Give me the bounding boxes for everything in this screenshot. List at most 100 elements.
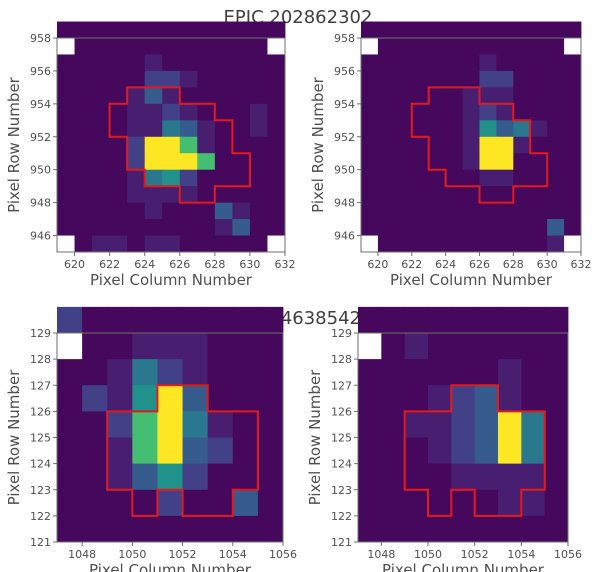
heatmap-cell bbox=[74, 54, 93, 72]
heatmap-cell bbox=[214, 169, 233, 187]
heatmap-cell bbox=[411, 202, 430, 220]
heatmap-cell bbox=[530, 235, 548, 253]
heatmap-cell bbox=[496, 21, 514, 39]
heatmap-cell bbox=[74, 186, 93, 204]
heatmap-cell bbox=[109, 235, 128, 253]
heatmap-cell bbox=[57, 120, 75, 138]
heatmap-cell bbox=[394, 54, 413, 72]
y-tick-label: 123 bbox=[30, 484, 51, 497]
heatmap-cell bbox=[530, 186, 548, 204]
heatmap-cell bbox=[74, 87, 93, 105]
heatmap-cell bbox=[144, 54, 163, 72]
heatmap-cell bbox=[411, 21, 430, 39]
y-axis-label: Pixel Row Number bbox=[309, 76, 327, 213]
heatmap-cell bbox=[127, 219, 146, 236]
y-tick-label: 128 bbox=[331, 353, 352, 366]
heatmap-cell bbox=[179, 120, 198, 138]
heatmap-cell bbox=[521, 515, 546, 543]
heatmap-cell bbox=[462, 219, 480, 236]
heatmap-cell bbox=[564, 21, 582, 39]
y-tick-label: 948 bbox=[334, 197, 355, 210]
heatmap-cell bbox=[232, 153, 251, 171]
heatmap-cell bbox=[530, 21, 548, 39]
heatmap-cell bbox=[232, 411, 259, 438]
heatmap-cell bbox=[107, 385, 133, 412]
heatmap-cell bbox=[474, 333, 499, 360]
heatmap-cell bbox=[249, 87, 268, 105]
heatmap-cell bbox=[57, 463, 83, 491]
heatmap-cell bbox=[82, 333, 108, 360]
heatmap-cell bbox=[496, 136, 514, 154]
heatmap-cell bbox=[544, 515, 569, 543]
heatmap-cell bbox=[144, 136, 163, 154]
heatmap-cell bbox=[257, 437, 284, 465]
y-tick-label: 126 bbox=[331, 405, 352, 418]
heatmap-cell bbox=[474, 489, 499, 517]
heatmap-cell bbox=[157, 489, 183, 517]
x-tick-label: 622 bbox=[401, 258, 422, 271]
heatmap-cell bbox=[381, 489, 406, 517]
heatmap-cell bbox=[544, 437, 569, 465]
heatmap-cell bbox=[57, 70, 75, 88]
masked-pixel bbox=[361, 38, 378, 55]
heatmap-cell bbox=[157, 359, 183, 386]
heatmap-cell bbox=[451, 385, 476, 412]
heatmap-cell bbox=[197, 70, 216, 88]
y-tick-label: 954 bbox=[334, 98, 355, 111]
x-tick-label: 1052 bbox=[461, 548, 489, 561]
heatmap-cell bbox=[232, 306, 259, 334]
heatmap-cell bbox=[179, 235, 198, 253]
heatmap-cell bbox=[267, 70, 286, 88]
heatmap-cell bbox=[445, 202, 463, 220]
heatmap-cell bbox=[267, 54, 286, 72]
heatmap-cell bbox=[530, 169, 548, 187]
heatmap-cell bbox=[474, 306, 499, 334]
heatmap-cell bbox=[462, 38, 480, 55]
x-tick-label: 1048 bbox=[367, 548, 395, 561]
heatmap-cell bbox=[381, 333, 406, 360]
heatmap-cell bbox=[498, 385, 522, 412]
heatmap-cell bbox=[428, 411, 452, 438]
heatmap-cell bbox=[361, 103, 379, 121]
heatmap-cell bbox=[162, 186, 181, 204]
heatmap-cell bbox=[214, 136, 233, 154]
heatmap-cell bbox=[109, 103, 128, 121]
heatmap-cell bbox=[249, 120, 268, 138]
heatmap-cell bbox=[496, 38, 514, 55]
heatmap-cell bbox=[232, 219, 251, 236]
heatmap-cell bbox=[179, 136, 198, 154]
heatmap-cell bbox=[445, 70, 463, 88]
heatmap-cell bbox=[132, 359, 158, 386]
heatmap-cell bbox=[428, 385, 452, 412]
aperture-outline bbox=[410, 86, 549, 204]
heatmap-cell bbox=[530, 219, 548, 236]
heatmap-cell bbox=[358, 463, 382, 491]
heatmap-cell bbox=[232, 235, 251, 253]
heatmap-cell bbox=[358, 385, 382, 412]
heatmap-cell bbox=[479, 202, 497, 220]
heatmap-cell bbox=[157, 306, 183, 334]
heatmap-cell bbox=[249, 54, 268, 72]
x-tick-label: 1050 bbox=[414, 548, 442, 561]
heatmap-cell bbox=[428, 21, 447, 39]
heatmap-cell bbox=[474, 359, 499, 386]
heatmap-cell bbox=[207, 437, 234, 465]
heatmap-cell bbox=[513, 136, 531, 154]
heatmap-cell bbox=[267, 202, 286, 220]
x-tick-label: 630 bbox=[537, 258, 558, 271]
heatmap-cell bbox=[107, 411, 133, 438]
heatmap-cell bbox=[564, 219, 582, 236]
heatmap-cell bbox=[267, 87, 286, 105]
heatmap-cell bbox=[132, 306, 158, 334]
heatmap-cell bbox=[496, 120, 514, 138]
x-tick-label: 624 bbox=[134, 258, 155, 271]
heatmap-cell bbox=[498, 489, 522, 517]
heatmap-cell bbox=[127, 153, 146, 171]
plot-frame bbox=[56, 37, 286, 253]
x-tick-label: 620 bbox=[367, 258, 388, 271]
heatmap-cell bbox=[381, 411, 406, 438]
x-tick-label: 1052 bbox=[169, 548, 197, 561]
heatmap-cell bbox=[462, 87, 480, 105]
heatmap-cell bbox=[377, 120, 396, 138]
heatmap-cell bbox=[249, 235, 268, 253]
